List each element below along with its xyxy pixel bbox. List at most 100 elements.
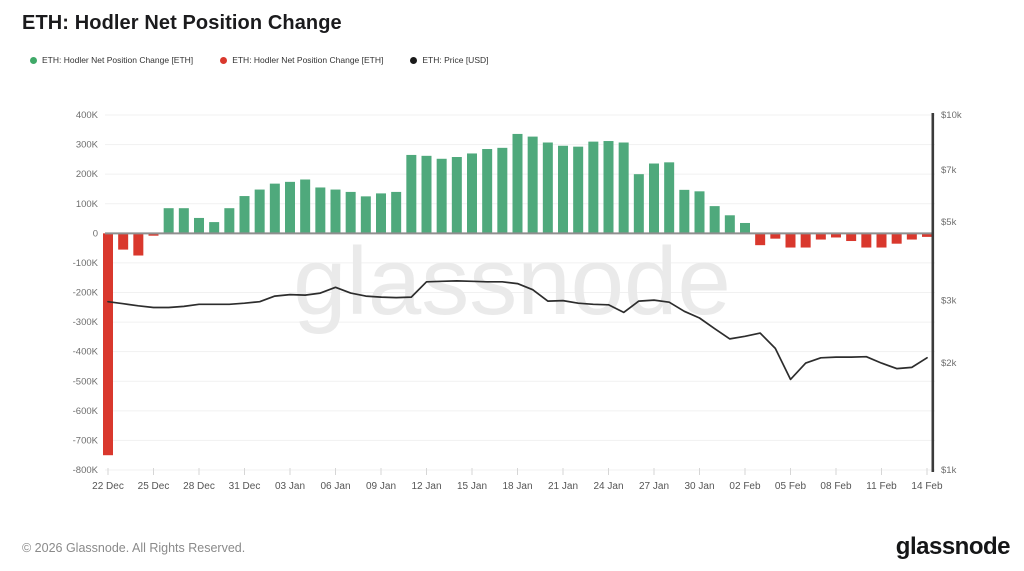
legend-label-hodler-negative: ETH: Hodler Net Position Change [ETH]	[232, 55, 384, 65]
hodler-net-position-bar[interactable]	[194, 217, 204, 234]
x-axis-label: 22 Dec	[92, 481, 124, 492]
hodler-net-position-bar[interactable]	[512, 133, 523, 234]
hodler-net-position-bar[interactable]	[740, 222, 750, 234]
right-axis-label: $1k	[941, 465, 957, 476]
right-axis-label: $7k	[941, 165, 957, 176]
hodler-net-position-bar[interactable]	[649, 163, 659, 234]
hodler-net-position-bar[interactable]	[163, 208, 174, 234]
legend-dot-green-icon	[30, 56, 37, 64]
hodler-net-position-bar[interactable]	[861, 233, 872, 248]
left-axis-label: -600K	[73, 406, 99, 417]
legend-label-hodler-positive: ETH: Hodler Net Position Change [ETH]	[42, 55, 194, 65]
hodler-net-position-bar[interactable]	[709, 206, 720, 234]
hodler-net-position-bar[interactable]	[891, 233, 902, 244]
hodler-net-position-bar[interactable]	[770, 233, 781, 239]
x-axis-label: 11 Feb	[866, 481, 897, 492]
hodler-net-position-bar[interactable]	[906, 233, 917, 240]
hodler-net-position-bar[interactable]	[224, 208, 235, 234]
hodler-net-position-bar[interactable]	[482, 149, 493, 234]
hodler-net-position-bar[interactable]	[800, 233, 811, 248]
hodler-net-position-bar[interactable]	[846, 233, 857, 242]
x-axis-label: 27 Jan	[639, 481, 669, 492]
legend: ETH: Hodler Net Position Change [ETH] ET…	[30, 55, 489, 65]
hodler-net-position-bar[interactable]	[573, 146, 584, 234]
hodler-net-position-bar[interactable]	[209, 222, 220, 234]
copyright-text: © 2026 Glassnode. All Rights Reserved.	[22, 541, 246, 555]
hodler-net-position-bar[interactable]	[436, 158, 447, 234]
hodler-net-position-bar[interactable]	[831, 233, 841, 238]
hodler-net-position-bar[interactable]	[542, 142, 553, 234]
page-title: ETH: Hodler Net Position Change	[22, 12, 342, 34]
hodler-net-position-bar[interactable]	[269, 183, 280, 234]
left-axis-label: 400K	[76, 110, 99, 121]
left-axis-label: 300K	[76, 140, 99, 151]
hodler-net-position-bar[interactable]	[376, 193, 386, 234]
glassnode-logo[interactable]: glassnode	[895, 533, 1011, 560]
hodler-net-position-bar[interactable]	[133, 233, 144, 256]
right-axis-label: $2k	[941, 358, 957, 369]
hodler-net-position-bar[interactable]	[451, 157, 462, 234]
hodler-net-position-bar[interactable]	[239, 196, 250, 234]
hodler-net-position-bar[interactable]	[497, 147, 508, 234]
hodler-net-position-bar[interactable]	[558, 145, 568, 234]
legend-item-hodler-negative[interactable]: ETH: Hodler Net Position Change [ETH]	[220, 55, 383, 65]
hodler-net-position-bar[interactable]	[148, 233, 159, 236]
hodler-net-position-bar[interactable]	[694, 191, 705, 234]
hodler-net-position-bar[interactable]	[285, 181, 295, 234]
right-axis-label: $10k	[941, 110, 962, 121]
hodler-net-position-bar[interactable]	[527, 136, 538, 234]
left-axis-label: 200K	[76, 169, 99, 180]
hodler-net-position-bar[interactable]	[467, 153, 477, 234]
hodler-net-position-bar[interactable]	[103, 233, 113, 456]
left-axis-label: -300K	[73, 317, 99, 328]
x-axis-label: 18 Jan	[502, 481, 532, 492]
x-axis-label: 06 Jan	[320, 481, 350, 492]
hodler-net-position-bar[interactable]	[603, 141, 614, 234]
x-axis-label: 14 Feb	[911, 481, 943, 492]
x-axis-label: 24 Jan	[593, 481, 623, 492]
hodler-net-position-bar[interactable]	[421, 155, 432, 234]
x-axis-label: 30 Jan	[684, 481, 714, 492]
hodler-net-position-bar[interactable]	[785, 233, 796, 248]
x-axis-label: 21 Jan	[548, 481, 578, 492]
x-axis-label: 15 Jan	[457, 481, 487, 492]
legend-item-price[interactable]: ETH: Price [USD]	[410, 55, 489, 65]
hodler-net-position-bar[interactable]	[618, 142, 629, 234]
price-line[interactable]	[107, 280, 928, 381]
hodler-net-position-bar[interactable]	[633, 174, 644, 234]
hodler-net-position-bar[interactable]	[315, 187, 326, 234]
left-axis-label: -800K	[73, 465, 99, 476]
watermark: glassnode	[293, 228, 731, 335]
hodler-net-position-bar[interactable]	[922, 233, 932, 237]
right-axis-label: $5k	[941, 217, 957, 228]
left-axis-label: 100K	[76, 199, 99, 210]
x-axis-label: 31 Dec	[229, 481, 261, 492]
x-axis-label: 05 Feb	[775, 481, 807, 492]
hodler-net-position-bar[interactable]	[300, 179, 311, 234]
x-axis-label: 25 Dec	[138, 481, 170, 492]
hodler-net-position-bar[interactable]	[391, 191, 402, 234]
hodler-net-position-bar[interactable]	[588, 141, 599, 234]
hodler-net-position-bar[interactable]	[755, 233, 766, 246]
hodler-net-position-bar[interactable]	[679, 189, 690, 234]
hodler-net-position-bar[interactable]	[724, 215, 735, 234]
left-axis-label: -100K	[73, 258, 99, 269]
hodler-net-position-bar[interactable]	[178, 208, 189, 234]
hodler-net-position-bar[interactable]	[360, 196, 371, 234]
hodler-net-position-bar[interactable]	[406, 154, 417, 234]
left-axis-label: -500K	[73, 376, 99, 387]
hodler-net-position-bar[interactable]	[664, 162, 675, 234]
x-axis-label: 03 Jan	[275, 481, 305, 492]
hodler-net-position-bar[interactable]	[876, 233, 887, 248]
hodler-net-position-bar[interactable]	[815, 233, 826, 240]
legend-item-hodler-positive[interactable]: ETH: Hodler Net Position Change [ETH]	[30, 55, 193, 65]
hodler-net-position-bar[interactable]	[118, 233, 129, 250]
hodler-net-position-bar[interactable]	[345, 191, 356, 234]
right-axis-spine	[931, 113, 935, 472]
hodler-net-position-bar[interactable]	[254, 189, 265, 234]
legend-dot-black-icon	[410, 56, 418, 64]
hodler-net-position-bar[interactable]	[330, 189, 341, 234]
